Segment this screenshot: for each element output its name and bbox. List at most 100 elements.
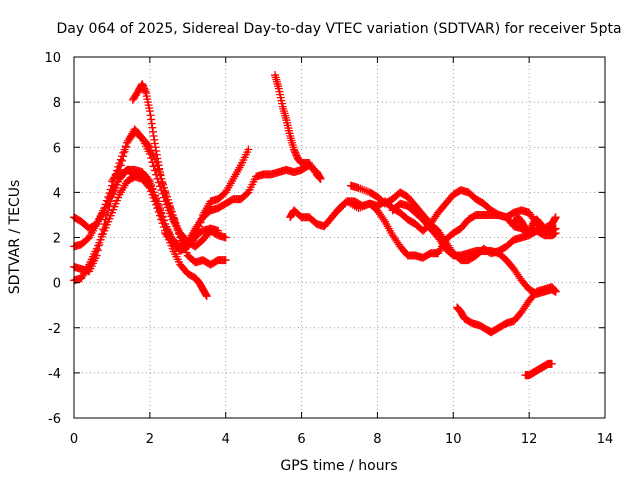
y-tick-label: 10 — [44, 51, 61, 66]
data-point — [173, 225, 182, 234]
data-point — [115, 165, 124, 174]
x-tick-label: 6 — [297, 432, 305, 447]
data-point — [92, 251, 101, 260]
data-point — [118, 156, 127, 165]
data-point — [551, 224, 560, 233]
data-point — [164, 199, 173, 208]
data-point — [551, 213, 560, 222]
data-point — [358, 185, 367, 194]
data-point — [150, 166, 159, 175]
data-point — [362, 186, 371, 195]
data-point — [221, 233, 230, 242]
series-trace-6 — [107, 125, 230, 269]
y-tick-label: -2 — [48, 322, 61, 337]
data-point — [95, 241, 104, 250]
series-trace-5 — [70, 145, 253, 276]
y-tick-label: 2 — [53, 232, 61, 247]
data-point — [153, 197, 162, 206]
data-point — [167, 207, 176, 216]
data-point — [335, 204, 344, 213]
y-tick-label: 0 — [53, 277, 61, 292]
data-point — [158, 212, 167, 221]
data-point — [119, 152, 128, 161]
data-point — [153, 161, 162, 170]
x-tick-label: 14 — [597, 432, 614, 447]
data-point — [161, 188, 170, 197]
data-point — [316, 174, 325, 183]
y-axis-label: SDTVAR / TECUs — [7, 180, 23, 295]
data-point — [163, 195, 172, 204]
data-point — [168, 210, 177, 219]
data-point — [162, 192, 171, 201]
data-point — [154, 165, 163, 174]
data-point — [155, 204, 164, 213]
data-point — [360, 201, 369, 210]
data-point — [101, 215, 110, 224]
data-point — [551, 287, 560, 296]
data-point — [331, 208, 340, 217]
x-tick-labels: 0 2 4 6 8 10 12 14 — [70, 432, 613, 447]
data-point — [547, 359, 556, 368]
data-point — [337, 203, 346, 212]
data-point — [94, 246, 103, 255]
data-point — [99, 225, 108, 234]
x-tick-label: 12 — [521, 432, 538, 447]
data-point — [356, 184, 365, 193]
data-point — [379, 215, 388, 224]
x-tick-label: 0 — [70, 432, 78, 447]
data-point — [166, 203, 175, 212]
data-point — [157, 208, 166, 217]
data-point — [100, 219, 109, 228]
y-tick-label: -4 — [48, 367, 61, 382]
data-point — [221, 256, 230, 265]
data-point — [169, 214, 178, 223]
data-point — [154, 201, 163, 210]
data-point — [144, 141, 153, 150]
series-trace-14 — [509, 213, 560, 237]
data-point — [104, 206, 113, 215]
chart-title: Day 064 of 2025, Sidereal Day-to-day VTE… — [56, 21, 621, 37]
data-point — [116, 161, 125, 170]
y-tick-label: 4 — [53, 186, 61, 201]
data-point — [214, 226, 223, 235]
data-point — [171, 218, 180, 227]
series-trace-13 — [453, 283, 560, 337]
y-tick-labels: -6 -4 -2 0 2 4 6 8 10 — [44, 51, 61, 427]
data-point — [144, 177, 153, 186]
y-tick-label: 8 — [53, 96, 61, 111]
data-point — [333, 206, 342, 215]
data-point — [155, 170, 164, 179]
y-tick-label: -6 — [48, 412, 61, 427]
data-point — [158, 179, 167, 188]
data-series — [70, 71, 560, 380]
data-point — [356, 203, 365, 212]
x-tick-label: 2 — [146, 432, 154, 447]
data-point — [106, 197, 115, 206]
data-point — [172, 222, 181, 231]
data-point — [149, 162, 158, 171]
series-trace-8 — [271, 71, 325, 183]
data-point — [121, 143, 130, 152]
x-tick-label: 8 — [373, 432, 381, 447]
data-point — [354, 183, 363, 192]
data-point — [157, 174, 166, 183]
data-point — [114, 167, 123, 176]
data-point — [159, 216, 168, 225]
data-point — [358, 202, 367, 211]
data-point — [102, 210, 111, 219]
data-point — [339, 201, 348, 210]
data-point — [96, 235, 105, 244]
data-point — [244, 145, 253, 154]
data-point — [120, 147, 129, 156]
data-point — [174, 229, 183, 238]
data-point — [354, 204, 363, 213]
series-trace-15 — [521, 359, 556, 380]
y-tick-label: 6 — [53, 141, 61, 156]
x-tick-label: 4 — [222, 432, 230, 447]
data-point — [202, 292, 211, 301]
data-point — [532, 226, 541, 235]
data-point — [360, 186, 369, 195]
x-axis-label: GPS time / hours — [280, 458, 397, 474]
axis-ticks — [73, 56, 606, 419]
